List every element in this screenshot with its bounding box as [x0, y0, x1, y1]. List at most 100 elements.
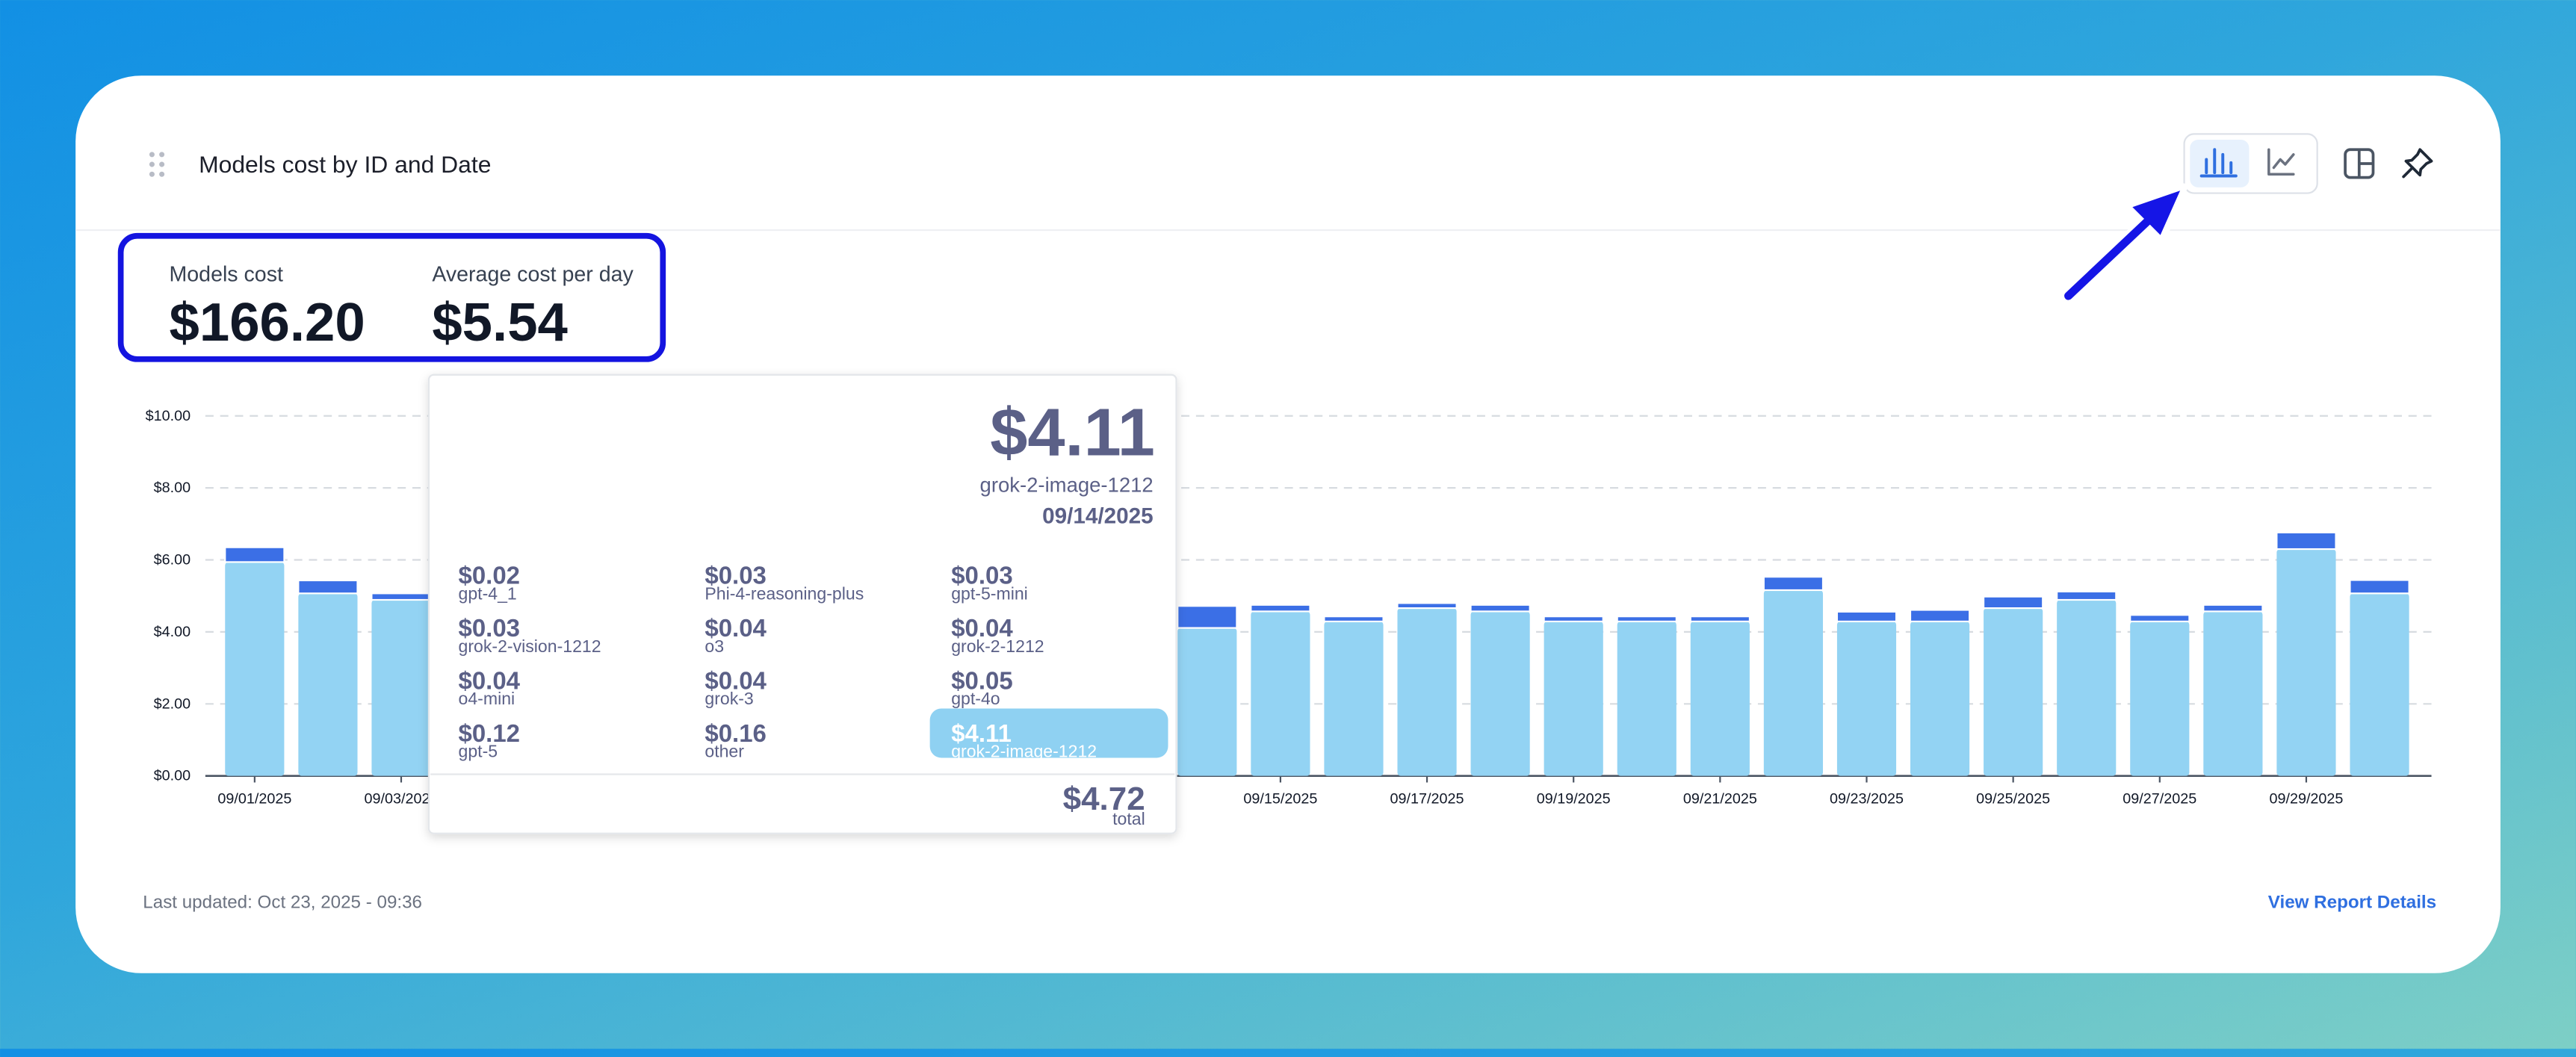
bar [1177, 627, 1237, 776]
x-tick-label: 09/25/2025 [1976, 790, 2050, 807]
tooltip-item-value: $0.03 [459, 614, 521, 642]
bar [224, 546, 285, 563]
bar [1470, 604, 1531, 613]
bar [1910, 621, 1970, 776]
tooltip-item-value: $0.04 [705, 614, 767, 642]
bar [1323, 616, 1384, 623]
bar [2056, 590, 2117, 601]
x-tick-label: 09/01/2025 [217, 790, 291, 807]
widget-title: Models cost by ID and Date [199, 151, 491, 178]
bar [1617, 621, 1676, 776]
bar [371, 600, 431, 776]
bar [371, 592, 432, 601]
stat-label: Average cost per day [432, 262, 634, 286]
tooltip-item-name: gpt-4_1 [459, 583, 517, 603]
bar [1324, 621, 1384, 776]
bar [1763, 590, 1824, 776]
tooltip-item-value: $0.03 [951, 562, 1013, 589]
stat-value: $5.54 [432, 292, 568, 353]
bar [2129, 614, 2190, 623]
x-tick-label: 09/15/2025 [1243, 790, 1317, 807]
view-report-link[interactable]: View Report Details [2268, 893, 2436, 913]
x-tick-label: 09/17/2025 [1390, 790, 1464, 807]
tooltip-item-value: $0.12 [459, 719, 521, 747]
bar [1470, 611, 1530, 776]
chart: $0.00 $2.00 $4.00 $6.00 $8.00 $10.00 09/01/202… [146, 408, 2432, 807]
tooltip-item-value: $0.02 [459, 562, 521, 589]
x-tick-label: 09/03/2025 [365, 790, 439, 807]
x-tick-label: 09/19/2025 [1537, 790, 1611, 807]
tooltip-item-value: $0.04 [951, 614, 1013, 642]
drag-handle[interactable] [149, 152, 165, 177]
tooltip-total: $4.72 [1063, 781, 1145, 817]
bar [2349, 579, 2410, 595]
layout-button[interactable] [2344, 148, 2375, 179]
tooltip-item-value: $0.04 [459, 667, 521, 695]
x-tick-label: 09/27/2025 [2123, 790, 2196, 807]
bar [1690, 621, 1750, 776]
y-tick-label: $2.00 [154, 695, 191, 712]
bar [225, 562, 285, 776]
x-tick-label: 09/29/2025 [2269, 790, 2343, 807]
y-tick-label: $10.00 [146, 408, 191, 424]
tooltip-item-name: grok-3 [705, 689, 753, 708]
summary: Models cost $166.20 Average cost per day… [117, 232, 666, 362]
bar [1909, 609, 1971, 623]
pin-button[interactable] [2402, 148, 2433, 179]
bar [1982, 595, 2044, 610]
tooltip-item-name: gpt-4o [951, 689, 1000, 708]
bar [1689, 616, 1751, 623]
tooltip-item-name: o4-mini [459, 689, 515, 708]
bar-chart-button[interactable] [2190, 140, 2250, 187]
bar [1616, 616, 1677, 623]
tooltip-date: 09/14/2025 [1042, 503, 1154, 528]
bar [1836, 610, 1898, 623]
stat-value: $166.20 [169, 292, 365, 353]
tooltip-item-name: o3 [705, 636, 724, 656]
tooltip-item-value: $0.04 [705, 667, 767, 695]
bar [1984, 608, 2043, 776]
y-tick-label: $6.00 [154, 552, 191, 568]
tooltip-series: grok-2-image-1212 [980, 474, 1154, 497]
bar [2350, 593, 2409, 776]
x-tick-label: 09/23/2025 [1830, 790, 1904, 807]
bar [297, 579, 359, 595]
last-updated: Last updated: Oct 23, 2025 - 09:36 [143, 893, 422, 913]
bar [1251, 611, 1310, 776]
tooltip-item-value: $0.16 [705, 719, 767, 747]
line-chart-button[interactable] [2267, 148, 2295, 176]
bar [1250, 604, 1311, 613]
bar [1397, 608, 1457, 776]
annotation-arrow [2061, 183, 2188, 304]
tooltip-item-name: other [705, 742, 744, 761]
tooltip-item-value: $0.03 [705, 562, 767, 589]
bar [298, 593, 358, 776]
bar [2202, 604, 2264, 613]
tooltip-item-value: $4.11 [951, 719, 1012, 747]
tooltip-item-name: Phi-4-reasoning-plus [705, 583, 864, 603]
y-tick-label: $8.00 [154, 480, 191, 496]
bar [2203, 611, 2263, 776]
tooltip-item-name: grok-2-vision-1212 [459, 636, 601, 656]
tooltip-item-name: gpt-5-mini [951, 583, 1028, 603]
stat-label: Models cost [169, 262, 282, 286]
tooltip-value: $4.11 [990, 394, 1155, 470]
y-tick-label: $0.00 [154, 768, 191, 784]
tooltip-item-value: $0.05 [951, 667, 1013, 695]
bar [1177, 605, 1238, 629]
tooltip: $4.11 grok-2-image-1212 09/14/2025 $4.72… [427, 373, 1177, 834]
bar [2276, 531, 2337, 551]
highlight-box [117, 232, 666, 362]
tooltip-item-highlight [929, 708, 1168, 758]
bar [1396, 602, 1458, 610]
bar [2130, 621, 2190, 776]
bar [1543, 616, 1604, 623]
bar [2057, 600, 2117, 776]
tooltip-item-name: gpt-5 [459, 742, 498, 761]
tooltip-item-name: grok-2-1212 [951, 636, 1044, 656]
y-tick-label: $4.00 [154, 624, 191, 640]
